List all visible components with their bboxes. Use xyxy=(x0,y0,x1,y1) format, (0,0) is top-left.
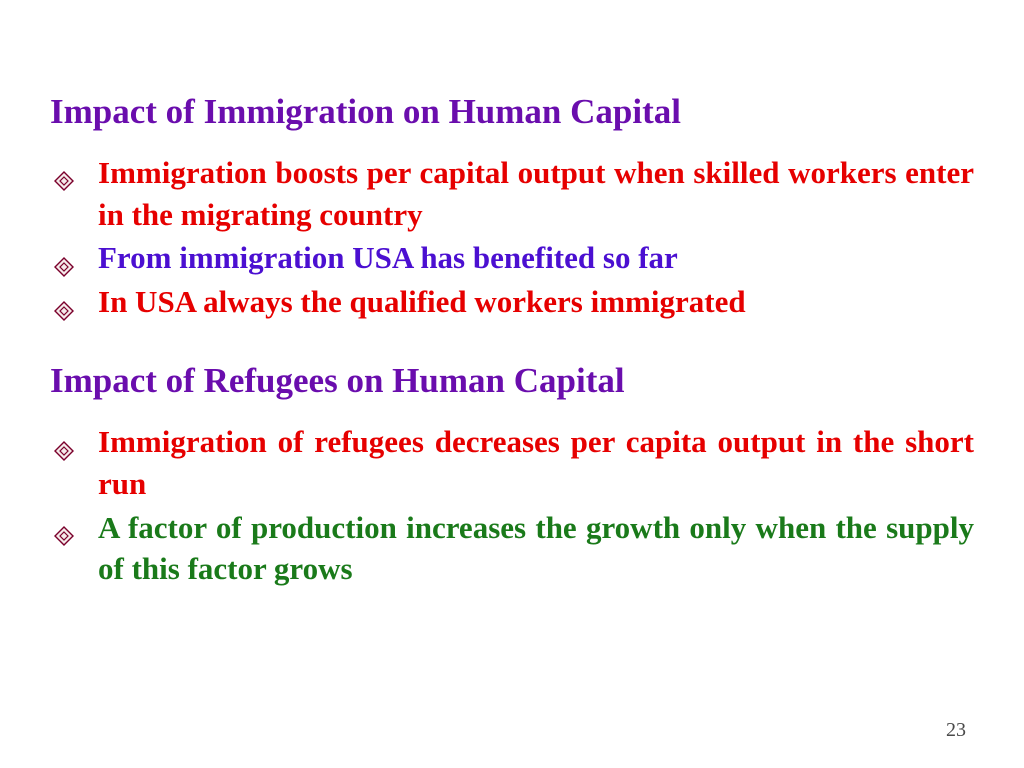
diamond-bullet-icon xyxy=(54,290,74,310)
bullet-text: In USA always the qualified workers immi… xyxy=(98,284,746,319)
list-item: Immigration boosts per capital output wh… xyxy=(50,152,974,236)
bullet-text: From immigration USA has benefited so fa… xyxy=(98,240,678,275)
diamond-bullet-icon xyxy=(54,246,74,266)
diamond-bullet-icon xyxy=(54,430,74,450)
section2-bullets: Immigration of refugees decreases per ca… xyxy=(50,421,974,590)
page-number: 23 xyxy=(946,719,966,742)
list-item: A factor of production increases the gro… xyxy=(50,507,974,591)
section1-heading: Impact of Immigration on Human Capital xyxy=(50,90,974,134)
list-item: From immigration USA has benefited so fa… xyxy=(50,237,974,279)
bullet-text: Immigration boosts per capital output wh… xyxy=(98,155,974,232)
bullet-text: A factor of production increases the gro… xyxy=(98,510,974,587)
diamond-bullet-icon xyxy=(54,515,74,535)
bullet-text: Immigration of refugees decreases per ca… xyxy=(98,424,974,501)
section1-bullets: Immigration boosts per capital output wh… xyxy=(50,152,974,323)
slide: Impact of Immigration on Human Capital I… xyxy=(0,0,1024,768)
diamond-bullet-icon xyxy=(54,160,74,180)
list-item: In USA always the qualified workers immi… xyxy=(50,281,974,323)
list-item: Immigration of refugees decreases per ca… xyxy=(50,421,974,505)
section2-heading: Impact of Refugees on Human Capital xyxy=(50,359,974,403)
